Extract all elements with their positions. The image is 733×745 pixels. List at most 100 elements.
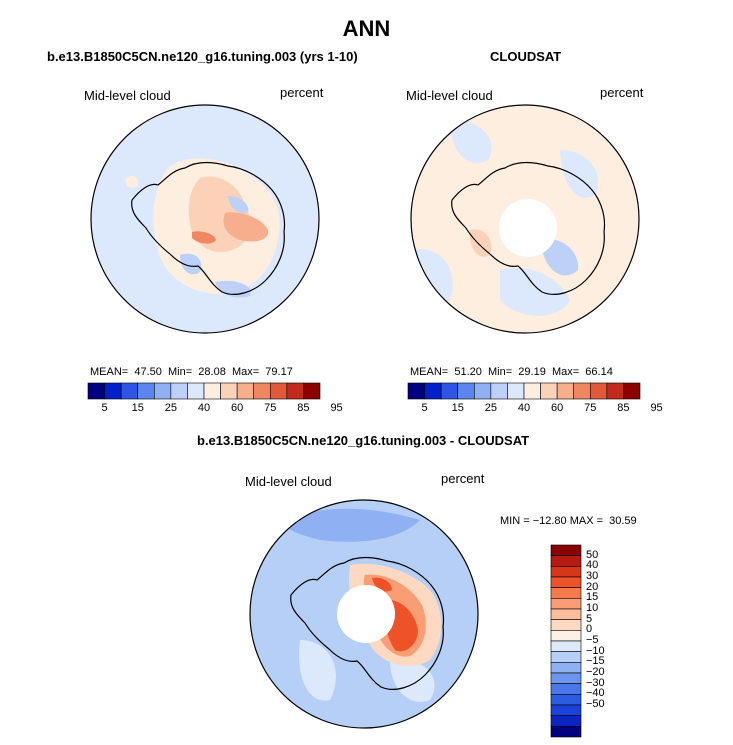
panel-1-variable: Mid-level cloud <box>84 88 171 103</box>
colorbar-tick-label: 25 <box>484 402 497 414</box>
contour-region <box>125 175 139 188</box>
colorbar-tick-label: 50 <box>586 548 599 561</box>
colorbar-swatch <box>303 382 321 400</box>
contour-region <box>390 659 435 702</box>
colorbar-swatch <box>550 576 582 588</box>
colorbar-tick-label: −20 <box>586 666 605 678</box>
colorbar-swatch <box>253 382 271 400</box>
colorbar-swatch <box>120 382 139 400</box>
map-boundary <box>249 499 479 729</box>
colorbar-tick-label: −15 <box>586 655 605 668</box>
colorbar-swatch <box>87 382 105 400</box>
contour-region <box>450 119 492 164</box>
colorbar-swatch <box>550 555 582 567</box>
panel-2-units: percent <box>600 85 644 100</box>
panel-3-colorbar <box>550 544 582 738</box>
colorbar-tick-label: 85 <box>617 402 630 414</box>
colorbar-swatch <box>550 544 582 556</box>
colorbar-swatch <box>606 382 624 400</box>
panel-1-colorbar <box>87 382 321 400</box>
colorbar-swatch <box>473 382 492 400</box>
no-data-pole-hole <box>337 585 395 643</box>
colorbar-swatch <box>623 382 641 400</box>
panel-3-title: b.e13.B1850C5CN.ne120_g16.tuning.003 - C… <box>197 433 530 448</box>
panel-1-map <box>90 104 320 334</box>
colorbar-swatch <box>550 672 582 684</box>
colorbar-tick-label: −5 <box>586 634 599 646</box>
panel-2-variable: Mid-level cloud <box>406 88 493 103</box>
max-value: 66.14 <box>585 366 613 378</box>
colorbar-tick-label: −30 <box>586 676 605 689</box>
min-value: 28.08 <box>198 366 226 378</box>
colorbar-swatch <box>153 382 172 400</box>
colorbar-tick-label: 15 <box>586 591 599 604</box>
colorbar-swatch <box>137 382 155 400</box>
panel-3-variable: Mid-level cloud <box>245 474 332 489</box>
colorbar-tick-label: 10 <box>586 602 599 614</box>
colorbar-swatch <box>550 566 582 578</box>
antarctica-coastline <box>290 556 445 690</box>
mean-value: 51.20 <box>454 366 482 378</box>
colorbar-swatch <box>550 726 582 738</box>
mean-label: MEAN= <box>410 366 449 378</box>
panel-3-units: percent <box>441 471 485 486</box>
colorbar-swatch <box>490 382 508 400</box>
colorbar-swatch <box>589 382 608 400</box>
colorbar-swatch <box>170 382 188 400</box>
colorbar-swatch <box>220 382 238 400</box>
colorbar-swatch <box>440 382 459 400</box>
colorbar-swatch <box>540 382 558 400</box>
contour-region <box>228 196 249 214</box>
colorbar-tick-label: 5 <box>421 402 428 414</box>
colorbar-swatch <box>550 704 582 716</box>
max-value: 79.17 <box>265 366 293 378</box>
colorbar-swatch <box>424 382 442 400</box>
panel-2-title: CLOUDSAT <box>490 49 562 64</box>
colorbar-tick-label: 95 <box>650 402 663 414</box>
colorbar-tick-label: 20 <box>586 580 599 593</box>
panel-2-map <box>410 104 640 334</box>
colorbar-tick-label: 40 <box>586 559 599 572</box>
panel-3-stats: MIN = −12.80 MAX = 30.59 <box>500 515 637 527</box>
colorbar-tick-label: 60 <box>231 402 244 414</box>
colorbar-swatch <box>457 382 475 400</box>
colorbar-swatch <box>550 694 582 706</box>
colorbar-tick-label: 5 <box>101 402 108 414</box>
colorbar-tick-label: 15 <box>451 402 464 414</box>
min-value: 29.19 <box>518 366 546 378</box>
antarctica-coastline <box>451 161 606 295</box>
mean-label: MEAN= <box>90 366 129 378</box>
colorbar-tick-label: 0 <box>586 623 593 636</box>
colorbar-swatch <box>556 382 575 400</box>
colorbar-swatch <box>550 630 582 642</box>
contour-region <box>540 239 579 276</box>
panel-2-colorbar <box>407 382 641 400</box>
colorbar-tick-label: −10 <box>586 644 605 657</box>
colorbar-tick-label: 40 <box>197 402 211 414</box>
map-boundary <box>410 104 640 334</box>
colorbar-swatch <box>550 640 582 652</box>
colorbar-swatch <box>550 587 582 599</box>
no-data-pole-hole <box>499 199 557 257</box>
max-label: Max= <box>231 366 260 378</box>
antarctica-coastline <box>131 161 286 295</box>
contour-region <box>372 577 392 592</box>
min-label: Min= <box>168 366 193 378</box>
colorbar-tick-label: −40 <box>586 687 605 700</box>
colorbar-swatch <box>550 662 582 674</box>
colorbar-tick-label: 75 <box>264 402 277 414</box>
contour-region <box>500 267 570 316</box>
colorbar-swatch <box>523 382 541 400</box>
colorbar-swatch <box>203 382 221 400</box>
colorbar-tick-label: 40 <box>517 402 531 414</box>
colorbar-swatch <box>550 715 582 727</box>
colorbar-tick-label: 95 <box>330 402 343 414</box>
colorbar-tick-label: 30 <box>586 570 599 582</box>
colorbar-swatch <box>550 619 582 631</box>
colorbar-swatch <box>573 382 591 400</box>
panel-3-map <box>249 499 479 729</box>
figure-title: ANN <box>342 16 391 41</box>
min-label: Min= <box>488 366 513 378</box>
contour-region <box>280 508 420 542</box>
